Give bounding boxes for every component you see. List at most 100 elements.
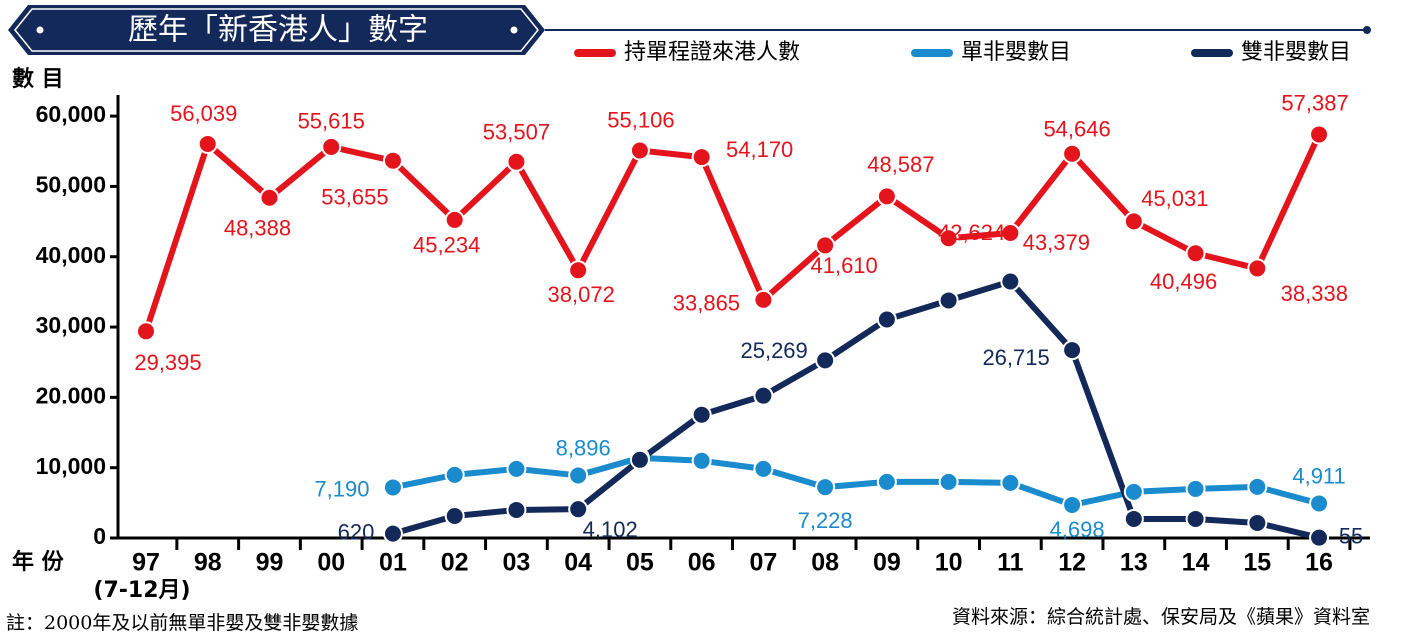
- point: [321, 136, 342, 157]
- x-tick-label: 04: [564, 549, 592, 577]
- value-label: 45,234: [413, 233, 480, 258]
- value-label: 54,170: [726, 137, 793, 162]
- value-label: 56,039: [170, 101, 237, 126]
- value-label: 48,587: [867, 152, 934, 177]
- value-label: 40,496: [1150, 269, 1217, 294]
- value-label: 7,228: [798, 508, 853, 533]
- point: [382, 477, 403, 498]
- point: [629, 140, 650, 161]
- point: [938, 228, 959, 249]
- x-tick-label: 14: [1182, 549, 1210, 577]
- value-label: 7,190: [314, 476, 369, 501]
- point: [1000, 271, 1021, 292]
- point: [815, 477, 836, 498]
- point: [506, 499, 527, 520]
- point: [691, 450, 712, 471]
- series-line: [143, 133, 1322, 333]
- legend-label: 單非嬰數目: [961, 40, 1071, 65]
- y-tick-label: 30,000: [36, 312, 106, 338]
- x-tick-label: 07: [749, 549, 777, 577]
- point: [1247, 258, 1268, 279]
- point: [259, 187, 280, 208]
- legend-label: 持單程證來港人數: [624, 40, 800, 65]
- point: [568, 499, 589, 520]
- category-note: (7-12月): [93, 578, 190, 603]
- y-tick-label: 0: [93, 523, 106, 549]
- y-tick-label: 10,000: [36, 453, 106, 479]
- point: [753, 458, 774, 479]
- point: [568, 465, 589, 486]
- point: [1185, 243, 1206, 264]
- x-axis-label: 年 份: [12, 549, 65, 575]
- point: [506, 151, 527, 172]
- value-label: 55,106: [607, 107, 674, 132]
- decor-dot: [1363, 26, 1371, 34]
- value-label: 42,624: [938, 220, 1005, 245]
- value-label: 53,507: [483, 120, 550, 145]
- value-label: 26,715: [982, 345, 1049, 370]
- x-tick-label: 15: [1243, 549, 1271, 577]
- x-tick-label: 06: [688, 549, 716, 577]
- value-label: 54,646: [1043, 117, 1110, 142]
- point: [753, 289, 774, 310]
- x-tick-label: 16: [1305, 549, 1333, 577]
- point: [876, 186, 897, 207]
- value-label: 4,102: [583, 517, 638, 542]
- x-tick-label: 01: [379, 549, 407, 577]
- point: [1309, 493, 1330, 514]
- point: [1062, 494, 1083, 515]
- point: [815, 350, 836, 371]
- point: [382, 150, 403, 171]
- value-label: 45,031: [1141, 186, 1208, 211]
- x-tick-label: 13: [1120, 549, 1148, 577]
- point: [938, 471, 959, 492]
- x-tick-label: 98: [194, 549, 222, 577]
- value-label: 8,896: [556, 435, 611, 460]
- decor-dot: [36, 26, 44, 34]
- point: [753, 385, 774, 406]
- point: [1185, 478, 1206, 499]
- chart-title: 歷年「新香港人」數字: [128, 13, 428, 48]
- point: [444, 505, 465, 526]
- x-tick-label: 03: [503, 549, 531, 577]
- x-tick-label: 05: [626, 549, 654, 577]
- point: [815, 235, 836, 256]
- y-tick-label: 60,000: [36, 101, 106, 127]
- x-tick-label: 97: [132, 549, 160, 577]
- point: [506, 458, 527, 479]
- y-tick-label: 20.000: [36, 382, 106, 408]
- point: [1309, 527, 1330, 548]
- point: [1123, 481, 1144, 502]
- point: [876, 309, 897, 330]
- decor-dot: [510, 26, 518, 34]
- value-label: 43,379: [1023, 230, 1090, 255]
- x-tick-label: 12: [1058, 549, 1086, 577]
- x-tick-label: 02: [441, 549, 469, 577]
- point: [691, 147, 712, 168]
- value-label: 4,698: [1050, 517, 1105, 542]
- footnote: 註：2000年及以前無單非嬰及雙非嬰數據: [6, 612, 358, 634]
- x-tick-label: 08: [811, 549, 839, 577]
- value-label: 25,269: [740, 338, 807, 363]
- point: [1062, 340, 1083, 361]
- point: [1247, 512, 1268, 533]
- value-label: 57,387: [1281, 90, 1348, 115]
- value-label: 33,865: [673, 291, 740, 316]
- point: [1123, 211, 1144, 232]
- point: [382, 523, 403, 544]
- value-label: 29,395: [134, 350, 201, 375]
- value-label: 38,338: [1281, 281, 1348, 306]
- y-axis-label: 數 目: [12, 67, 64, 92]
- value-label: 53,655: [321, 185, 388, 210]
- source: 資料來源：綜合統計處、保安局及《蘋果》資料室: [952, 606, 1370, 628]
- point: [1123, 508, 1144, 529]
- point: [629, 449, 650, 470]
- point: [1309, 124, 1330, 145]
- point: [1247, 476, 1268, 497]
- value-label: 38,072: [548, 282, 615, 307]
- value-label: 48,388: [224, 216, 291, 241]
- value-label: 55: [1339, 523, 1363, 548]
- series-line: [392, 454, 1320, 508]
- point: [1000, 472, 1021, 493]
